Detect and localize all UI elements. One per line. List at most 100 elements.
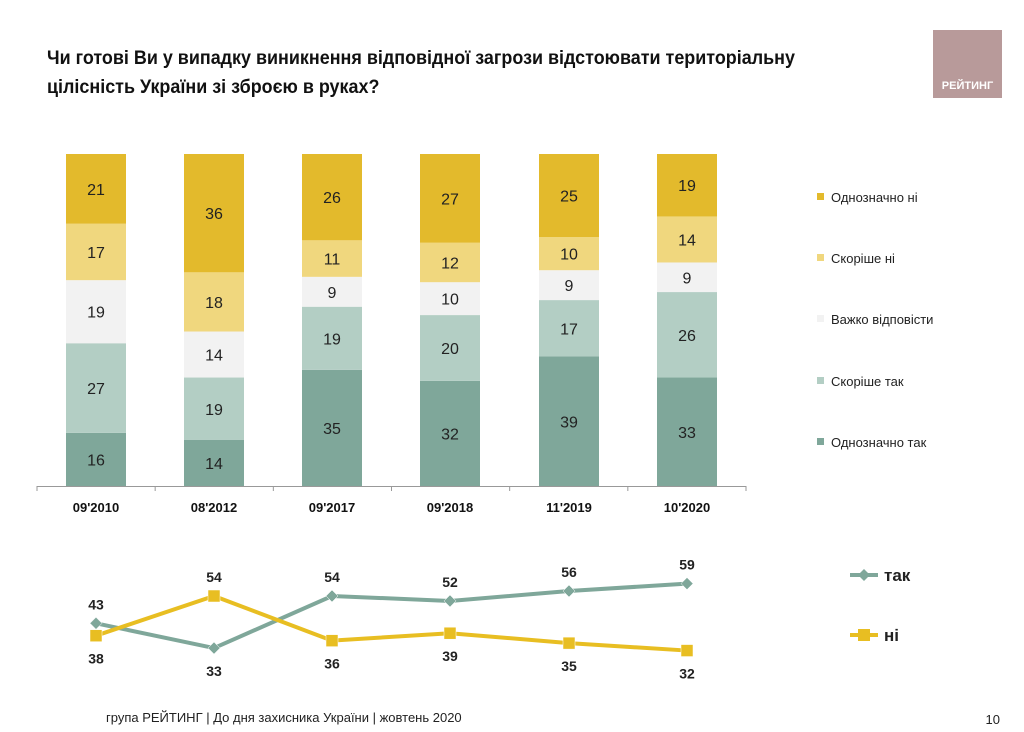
bar-segment [302, 240, 362, 277]
bar-segment [657, 292, 717, 378]
logo-text: РЕЙТИНГ [941, 80, 994, 92]
bar-segment [184, 331, 244, 378]
line-legend-label: так [884, 566, 911, 585]
line-data-label: 59 [679, 557, 695, 573]
x-tick-label: 11'2019 [546, 500, 592, 515]
bar-data-label: 35 [323, 421, 341, 438]
bar-segment [184, 377, 244, 440]
line-legend-label: ні [884, 626, 899, 645]
legend-label: Однозначно так [831, 435, 927, 450]
bar-segment [66, 223, 126, 281]
legend-label: Скоріше так [831, 374, 904, 389]
line-series-1 [95, 593, 688, 653]
bar-data-label: 12 [441, 255, 459, 272]
line-data-label: 33 [206, 663, 222, 679]
line-marker [207, 641, 221, 655]
legend-label: Важко відповісти [831, 312, 933, 327]
footer-text: група РЕЙТИНГ | До дня захисника України… [106, 710, 462, 725]
bar-segment [302, 369, 362, 486]
bar-data-label: 9 [328, 285, 337, 302]
bar-segment [184, 154, 244, 273]
x-tick-label: 09'2010 [73, 500, 119, 515]
bar-segment [539, 154, 599, 237]
legend-label: Однозначно ні [831, 190, 918, 205]
line-legend-marker [858, 629, 870, 641]
bar-data-label: 11 [324, 252, 341, 269]
bar-data-label: 9 [565, 278, 574, 295]
bar-segment [420, 315, 480, 381]
line-data-label: 54 [324, 569, 340, 585]
bar-data-label: 25 [560, 189, 578, 206]
bar-segment [539, 356, 599, 486]
bar-data-label: 10 [560, 247, 578, 264]
legend-label: Скоріше ні [831, 251, 895, 266]
bar-segment [657, 262, 717, 293]
bar-data-label: 14 [205, 348, 223, 365]
line-data-label: 54 [206, 569, 222, 585]
bar-segment [539, 237, 599, 271]
bar-segment [184, 439, 244, 486]
bar-data-label: 17 [87, 245, 105, 262]
legend-swatch [817, 193, 824, 200]
line-marker [443, 594, 457, 608]
bar-segment [66, 343, 126, 433]
bar-data-label: 10 [441, 292, 459, 309]
bar-segment [302, 154, 362, 241]
bar-segment [420, 242, 480, 283]
bar-data-label: 9 [683, 270, 692, 287]
line-marker [562, 584, 576, 598]
page-number: 10 [985, 712, 1000, 727]
bar-segment [657, 216, 717, 263]
bar-data-label: 26 [323, 190, 341, 207]
bar-data-label: 19 [323, 331, 341, 348]
line-marker [443, 626, 457, 640]
bar-segment [657, 154, 717, 217]
bar-data-label: 33 [678, 425, 696, 442]
bar-segment [539, 270, 599, 301]
legend-swatch [817, 438, 824, 445]
line-data-label: 32 [679, 666, 695, 682]
bar-segment [657, 377, 717, 486]
bar-segment [66, 154, 126, 224]
x-tick-label: 09'2018 [427, 500, 473, 515]
bar-data-label: 16 [87, 452, 105, 469]
line-marker [207, 589, 221, 603]
line-data-label: 38 [88, 651, 104, 667]
line-data-label: 52 [442, 574, 458, 590]
line-marker [562, 636, 576, 650]
line-data-label: 43 [88, 596, 104, 612]
bar-segment [420, 154, 480, 243]
bar-segment [184, 272, 244, 332]
bar-data-label: 21 [87, 182, 105, 199]
bar-data-label: 17 [560, 321, 578, 338]
bar-data-label: 19 [678, 178, 696, 195]
bar-data-label: 19 [205, 402, 223, 419]
line-marker [89, 629, 103, 642]
line-marker [680, 644, 694, 657]
bar-data-label: 27 [87, 381, 105, 398]
bar-segment [420, 282, 480, 316]
line-data-label: 56 [561, 564, 577, 580]
line-marker [680, 577, 694, 590]
line-marker [89, 616, 103, 630]
bar-data-label: 20 [441, 341, 459, 358]
bar-segment [302, 276, 362, 307]
line-marker [325, 634, 339, 647]
line-data-label: 36 [324, 656, 340, 672]
bar-segment [539, 300, 599, 357]
slide-title: Чи готові Ви у випадку виникнення відпов… [47, 47, 795, 98]
x-tick-label: 08'2012 [191, 500, 237, 515]
bar-data-label: 39 [560, 414, 578, 431]
rating-logo: РЕЙТИНГ [933, 30, 1002, 98]
line-legend-marker [858, 569, 870, 581]
bar-segment [420, 380, 480, 486]
bar-data-label: 36 [205, 206, 223, 223]
line-marker [325, 589, 339, 603]
x-tick-label: 09'2017 [309, 500, 355, 515]
bar-data-label: 32 [441, 426, 459, 443]
bar-data-label: 18 [205, 295, 223, 312]
x-tick-label: 10'2020 [664, 500, 710, 515]
legend-swatch [817, 315, 824, 322]
